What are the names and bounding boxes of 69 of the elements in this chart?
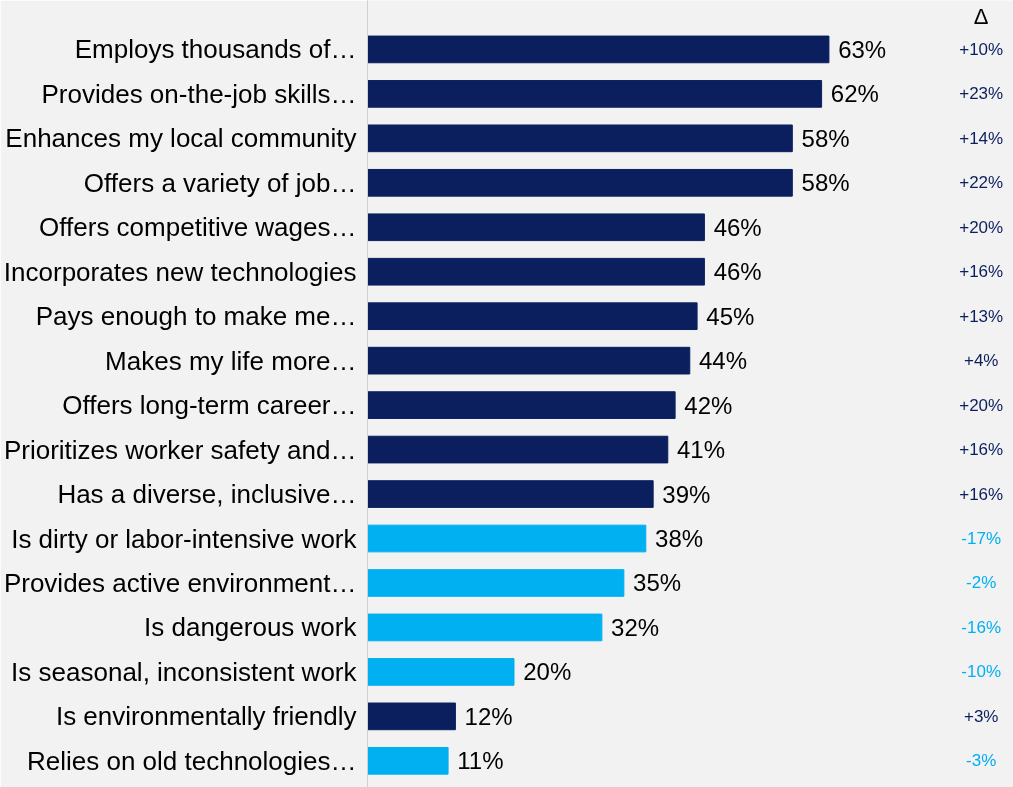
- text: +10%: [959, 39, 1004, 59]
- y-tick-label: Makes my life more…: [105, 345, 357, 376]
- bar: [367, 80, 823, 108]
- bar: [367, 658, 515, 686]
- data-label: 39%: [662, 480, 711, 508]
- data-label: 58%: [801, 124, 850, 152]
- y-tick-label: Pays enough to make me…: [35, 301, 357, 332]
- y-tick-label: Has a diverse, inclusive…: [57, 479, 357, 510]
- bar: [367, 257, 705, 286]
- y-tick-label: Is dirty or labor-intensive work: [11, 523, 358, 554]
- bar: [367, 480, 654, 508]
- text: +16%: [959, 440, 1004, 460]
- text: -16%: [961, 617, 1002, 637]
- data-label: 58%: [801, 169, 850, 197]
- y-tick-label: Is dangerous work: [144, 612, 358, 643]
- bar: [367, 124, 793, 153]
- text: -10%: [961, 662, 1002, 682]
- bar: [367, 35, 830, 64]
- text: +4%: [963, 351, 999, 371]
- text: +22%: [959, 173, 1004, 193]
- y-tick-label: Offers a variety of job…: [83, 167, 357, 198]
- text: +3%: [963, 706, 999, 726]
- bar: [367, 613, 603, 642]
- data-label: 41%: [677, 436, 726, 464]
- y-tick-label: Is environmentally friendly: [55, 701, 357, 732]
- bar: [367, 213, 705, 242]
- y-tick-label: Offers long-term career…: [62, 390, 357, 421]
- y-tick-label: Provides active environment…: [3, 567, 357, 598]
- data-label: 12%: [464, 702, 513, 730]
- bar: [367, 746, 449, 775]
- bar: [367, 524, 647, 553]
- bar: [367, 569, 625, 597]
- data-label: 35%: [633, 569, 682, 597]
- y-tick-label: Is seasonal, inconsistent work: [11, 656, 358, 687]
- bar: [367, 168, 793, 197]
- text: +16%: [959, 262, 1004, 282]
- bar: [367, 346, 691, 375]
- data-label: 45%: [706, 302, 755, 330]
- text: +20%: [959, 217, 1004, 237]
- y-tick-label: Employs thousands of…: [74, 34, 357, 65]
- text: +23%: [959, 84, 1004, 104]
- data-label: 42%: [684, 391, 733, 419]
- y-tick-label: Enhances my local community: [5, 123, 357, 154]
- bar: [367, 391, 676, 419]
- data-label: 46%: [713, 213, 762, 241]
- text: -17%: [961, 529, 1002, 549]
- text: -2%: [966, 573, 997, 593]
- text: +16%: [959, 484, 1004, 504]
- text: +20%: [959, 395, 1004, 415]
- data-label: 38%: [655, 525, 704, 553]
- bar: [367, 435, 669, 464]
- bar: [367, 302, 698, 331]
- data-label: 32%: [611, 613, 660, 641]
- text: +14%: [959, 128, 1004, 148]
- y-tick-label: Provides on-the-job skills…: [41, 78, 357, 109]
- data-label: 20%: [523, 658, 572, 686]
- y-tick-label: Incorporates new technologies: [3, 256, 357, 287]
- data-label: 46%: [713, 258, 762, 286]
- data-label: 44%: [699, 347, 748, 375]
- data-label: 62%: [830, 80, 879, 108]
- text: Δ: [973, 3, 989, 29]
- y-tick-label: Prioritizes worker safety and…: [3, 434, 357, 465]
- y-tick-label: Relies on old technologies…: [26, 745, 357, 776]
- text: -3%: [966, 751, 997, 771]
- y-tick-label: Offers competitive wages…: [39, 212, 357, 243]
- bar: [367, 702, 456, 731]
- data-label: 63%: [838, 35, 887, 63]
- text: +13%: [959, 306, 1004, 326]
- data-label: 11%: [457, 747, 504, 775]
